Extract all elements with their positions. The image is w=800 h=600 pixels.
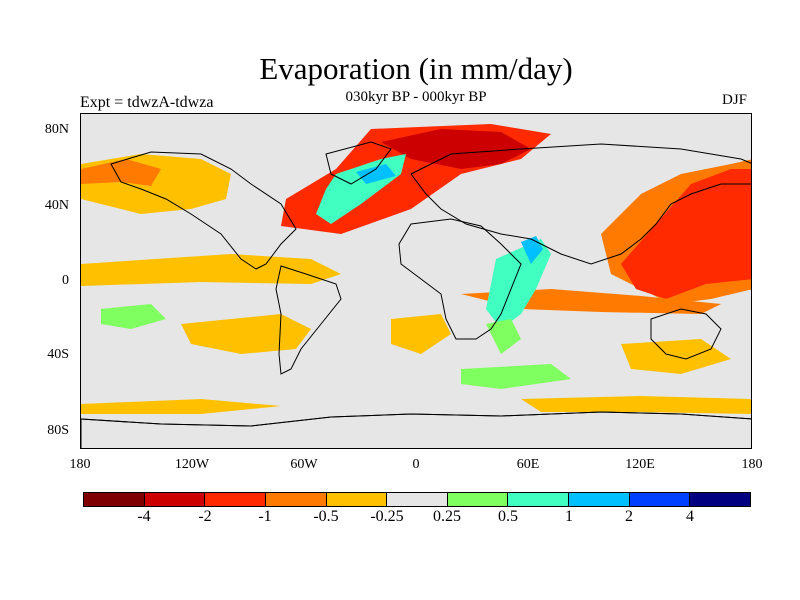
colorbar-box xyxy=(326,493,388,506)
orange-region-southern-ocean-east xyxy=(521,396,751,414)
north-america-coast xyxy=(110,151,297,270)
colorbar-label: 0.25 xyxy=(433,508,461,525)
lon-label-120e: 120E xyxy=(625,457,655,472)
orange-region-southern-ocean xyxy=(81,399,281,414)
page-title: Evaporation (in mm/day) xyxy=(259,51,573,86)
lon-label-180e: 180 xyxy=(741,457,763,472)
colorbar-label: -0.5 xyxy=(313,508,339,525)
eurasia-coast xyxy=(410,143,751,265)
season-label: DJF xyxy=(722,92,748,108)
red-region-northwest-pacific xyxy=(621,169,751,299)
lat-label-80n: 80N xyxy=(44,122,69,137)
lon-label-180w: 180 xyxy=(69,457,91,472)
colorbar-box xyxy=(265,493,327,506)
colorbar-label: -0.25 xyxy=(370,508,404,525)
lat-label-40s: 40S xyxy=(47,347,69,362)
lat-label-80s: 80S xyxy=(47,423,69,438)
green-region-indian-ocean xyxy=(486,319,521,354)
colorbar-box xyxy=(690,493,751,506)
colorbar-label: -4 xyxy=(137,508,151,525)
green-region-south-pacific xyxy=(101,304,166,329)
colorbar-label: -2 xyxy=(198,508,212,525)
colorbar-label: 0.5 xyxy=(498,508,518,525)
colorbar-box xyxy=(144,493,206,506)
africa-coast xyxy=(398,218,522,340)
colorbar-label: -1 xyxy=(258,508,272,525)
orange-region-south-atlantic xyxy=(391,314,451,354)
blue-region-arabian-sea xyxy=(521,236,543,264)
south-america-coast xyxy=(275,265,342,375)
colorbar-box xyxy=(508,493,570,506)
australia-coast xyxy=(650,308,722,360)
colorbar-box xyxy=(629,493,691,506)
colorbar-box xyxy=(205,493,266,506)
colorbar xyxy=(83,492,751,507)
lon-label-120w: 120W xyxy=(174,457,210,472)
blue-region-north-atlantic xyxy=(356,164,396,184)
colorbar-box xyxy=(387,493,448,506)
lat-label-0: 0 xyxy=(62,273,69,288)
lat-label-40n: 40N xyxy=(44,198,69,213)
darkred-region-arctic xyxy=(381,129,531,169)
lon-label-60e: 60E xyxy=(516,457,540,472)
colorbar-box xyxy=(569,493,630,506)
evaporation-map xyxy=(81,114,751,448)
colorbar-label: 2 xyxy=(625,508,633,525)
colorbar-box xyxy=(447,493,509,506)
coastlines xyxy=(81,141,751,427)
antarctica-coast xyxy=(81,411,751,427)
orange-region-south-pacific xyxy=(181,314,311,354)
colorbar-box xyxy=(84,493,145,506)
experiment-label: Expt = tdwzA-tdwza xyxy=(80,94,214,111)
orange-region-tropical-pacific xyxy=(81,254,341,286)
greenland-coast xyxy=(325,141,392,185)
subtitle: 030kyr BP - 000kyr BP xyxy=(345,89,487,105)
cyan-region-indian-ocean xyxy=(486,239,551,329)
lon-label-60w: 60W xyxy=(290,457,318,472)
lon-label-0: 0 xyxy=(412,457,420,472)
colorbar-label: 1 xyxy=(565,508,573,525)
green-region-southern-ocean xyxy=(461,364,571,389)
colorbar-label: 4 xyxy=(686,508,694,525)
orange-region-pacific-band xyxy=(81,159,161,186)
map-panel xyxy=(80,113,752,449)
